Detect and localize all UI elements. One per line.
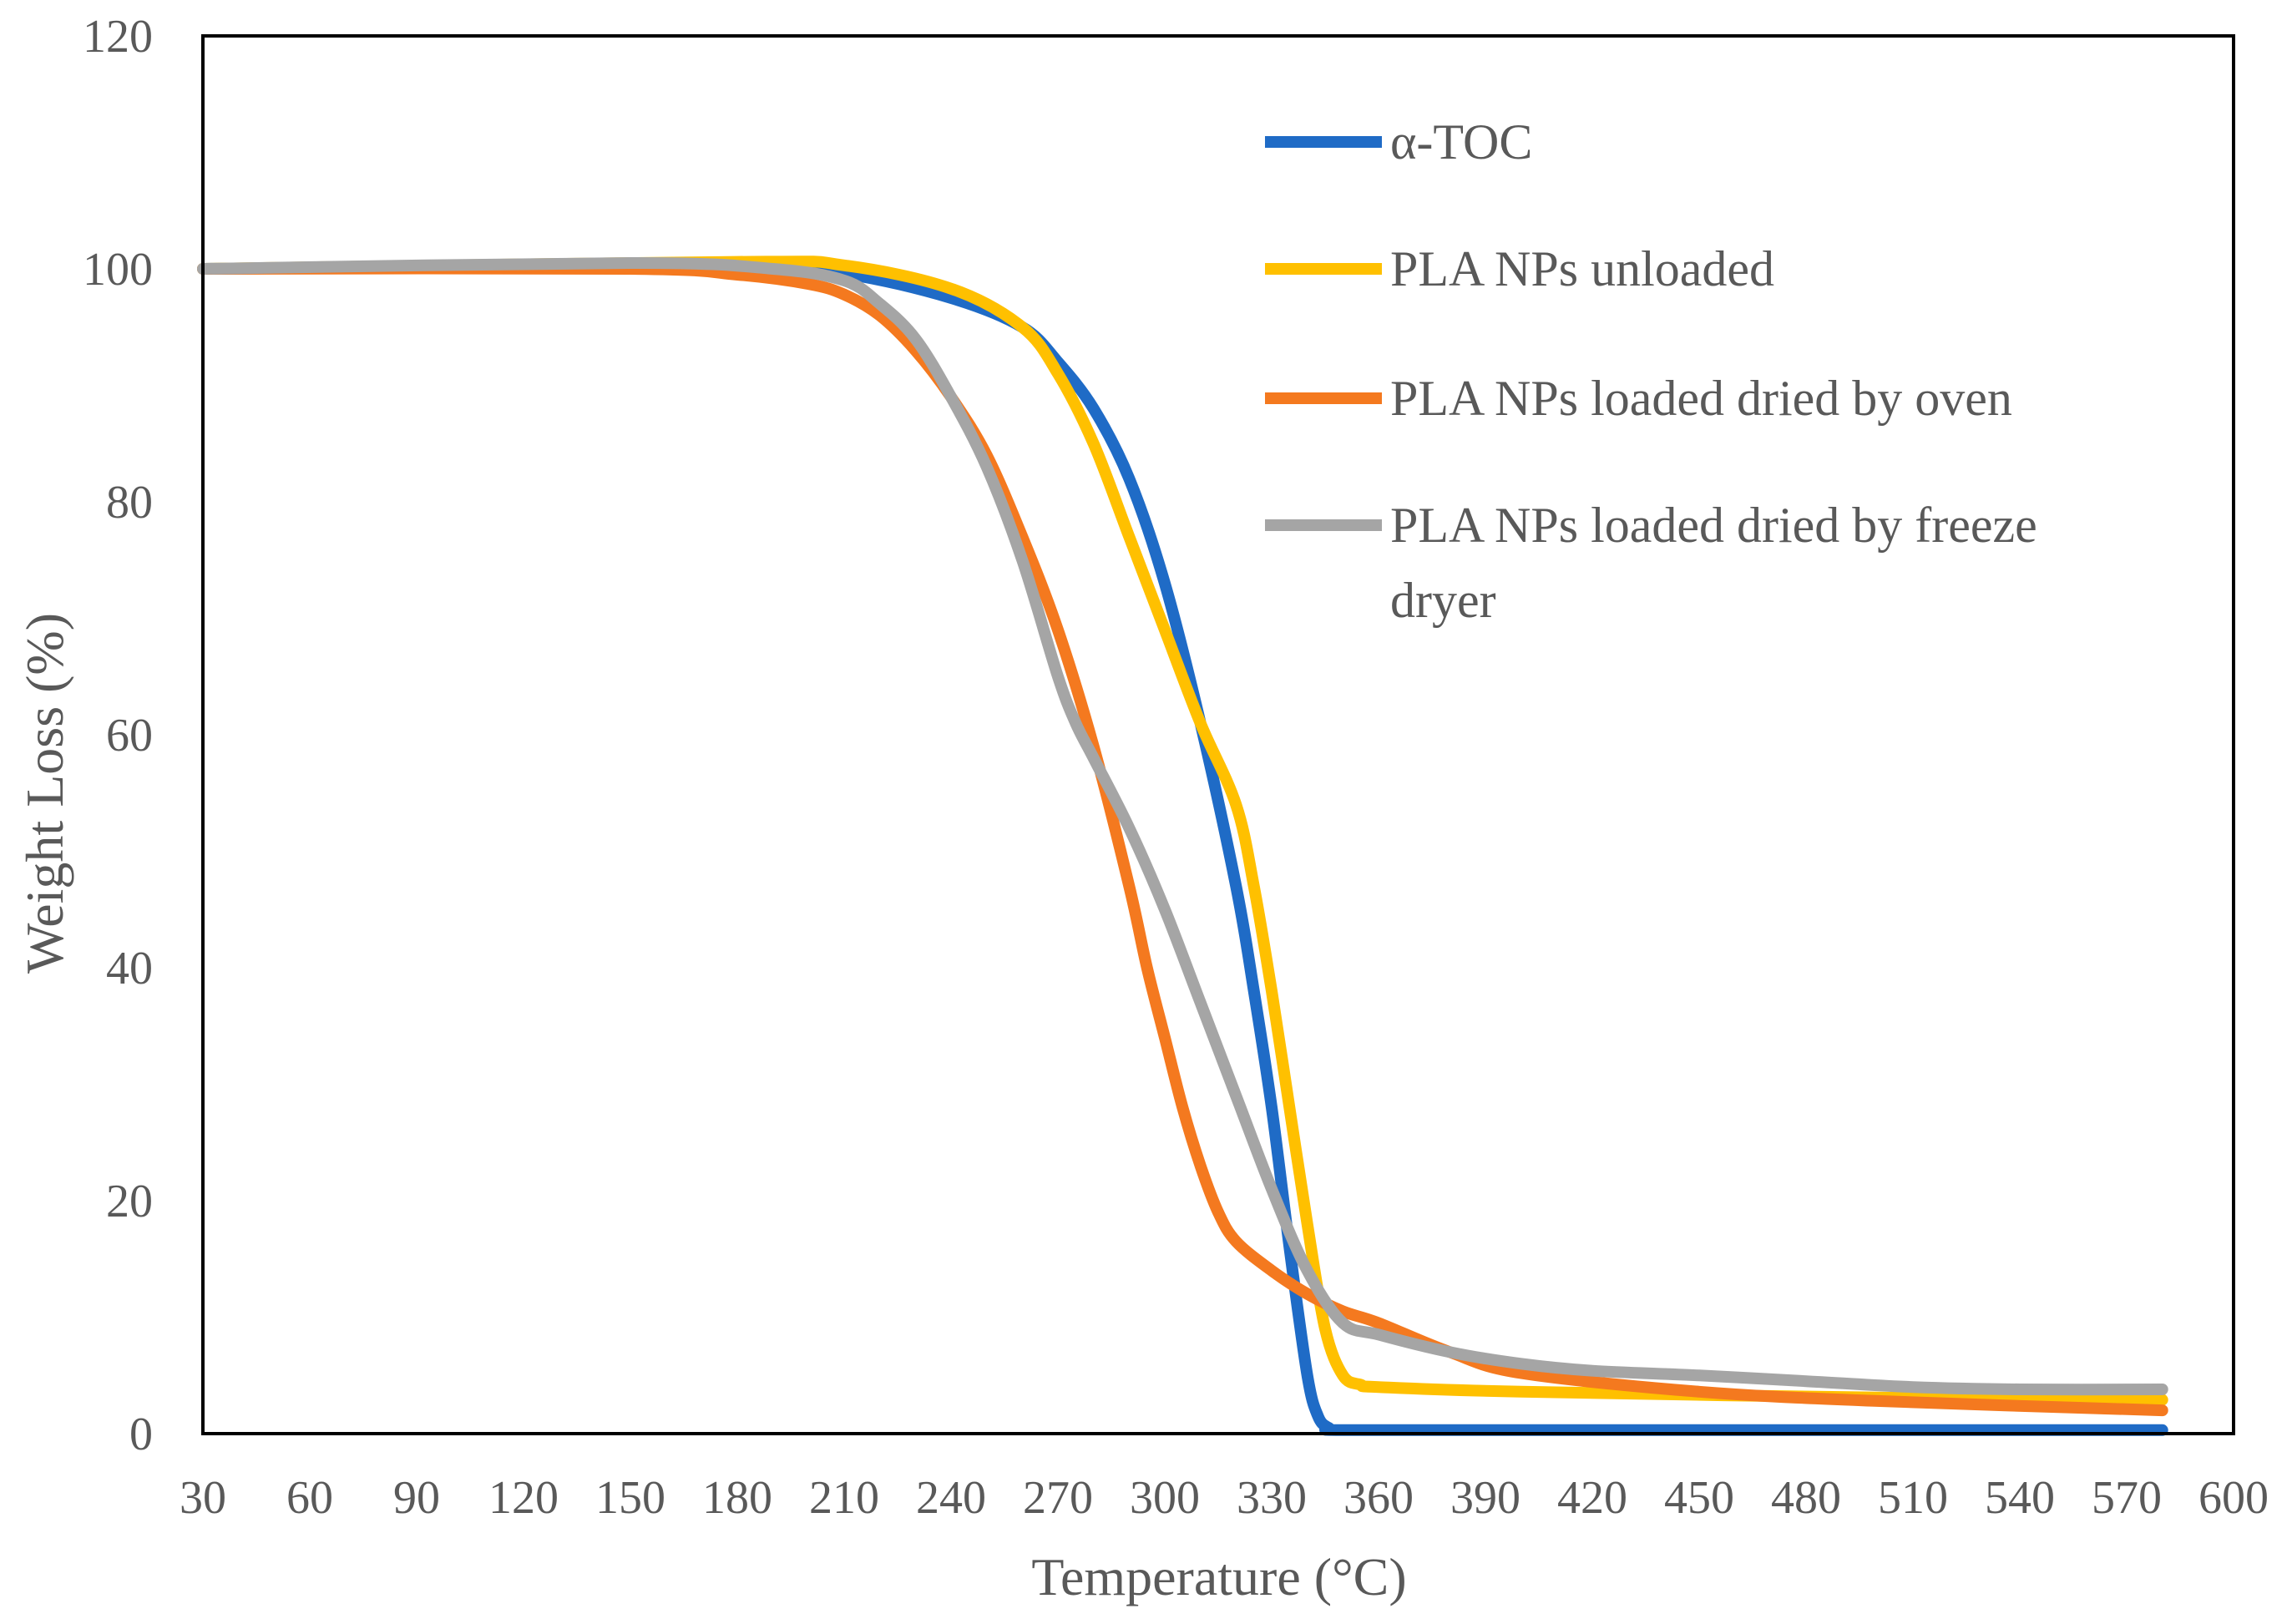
x-axis-title: Temperature (°C) xyxy=(1031,1547,1406,1606)
plot-frame xyxy=(201,34,2235,1435)
x-tick-label: 150 xyxy=(595,1472,665,1524)
series-line-pla-unloaded xyxy=(197,255,2168,1406)
x-tick-label: 60 xyxy=(286,1472,333,1524)
x-tick-label: 120 xyxy=(488,1472,559,1524)
y-tick-label: 100 xyxy=(83,244,153,296)
y-tick-label: 120 xyxy=(83,11,153,63)
series-line-alpha-toc xyxy=(197,261,2168,1437)
legend-label-pla-oven: PLA NPs loaded dried by oven xyxy=(1390,371,2012,426)
y-axis-title: Weight Loss (%) xyxy=(15,613,74,974)
x-tick-label: 570 xyxy=(2092,1472,2162,1524)
x-tick-label: 360 xyxy=(1343,1472,1414,1524)
x-tick-label: 30 xyxy=(180,1472,226,1524)
y-tick-label: 80 xyxy=(106,477,153,529)
x-tick-label: 300 xyxy=(1130,1472,1200,1524)
legend: α-TOC PLA NPs unloaded PLA NPs loaded dr… xyxy=(1265,114,2050,628)
x-tick-label: 390 xyxy=(1450,1472,1520,1524)
legend-label-pla-unloaded: PLA NPs unloaded xyxy=(1390,241,1774,296)
x-tick-label: 450 xyxy=(1664,1472,1734,1524)
x-tick-label: 420 xyxy=(1557,1472,1627,1524)
x-tick-label: 270 xyxy=(1023,1472,1093,1524)
x-tick-label: 90 xyxy=(393,1472,440,1524)
series-line-pla-freeze xyxy=(197,257,2168,1396)
y-tick-label: 0 xyxy=(129,1409,153,1460)
y-tick-label: 40 xyxy=(106,943,153,994)
series-line-pla-oven xyxy=(197,262,2168,1417)
x-axis-ticks: 30 60 90 120 150 180 210 240 270 300 330 360 390 420 4… xyxy=(180,1472,2269,1524)
series-lines xyxy=(197,255,2168,1437)
y-tick-label: 60 xyxy=(106,710,153,761)
x-tick-label: 510 xyxy=(1878,1472,1948,1524)
legend-label-pla-freeze-wrap: dryer xyxy=(1390,573,1496,628)
x-tick-label: 330 xyxy=(1237,1472,1307,1524)
x-tick-label: 480 xyxy=(1771,1472,1841,1524)
x-tick-label: 210 xyxy=(809,1472,879,1524)
x-tick-label: 540 xyxy=(1985,1472,2055,1524)
x-tick-label: 180 xyxy=(702,1472,772,1524)
legend-label-pla-freeze: PLA NPs loaded dried by freeze dryer xyxy=(1390,498,2050,628)
y-axis-ticks: 0 20 40 60 80 100 120 xyxy=(83,11,153,1460)
x-tick-label: 600 xyxy=(2198,1472,2269,1524)
y-tick-label: 20 xyxy=(106,1176,153,1227)
legend-label-alpha-toc: α-TOC xyxy=(1390,114,1532,169)
x-tick-label: 240 xyxy=(916,1472,986,1524)
